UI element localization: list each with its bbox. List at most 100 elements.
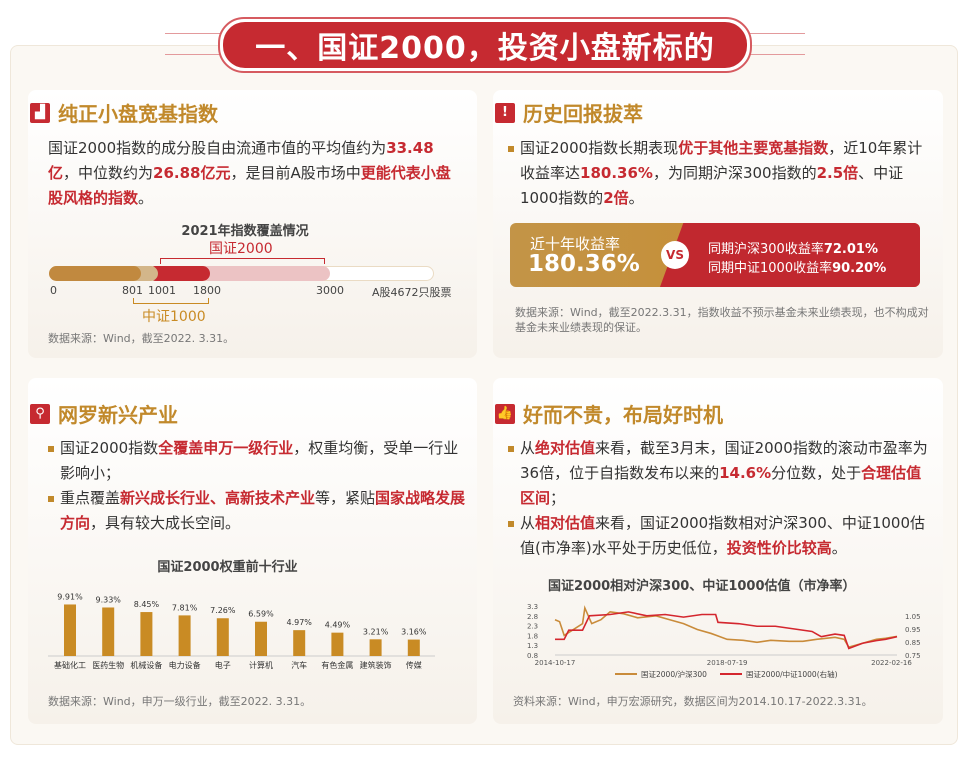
panel-small-cap (28, 90, 477, 358)
x-tick: 2018-07-19 (707, 659, 748, 667)
bar (216, 618, 229, 656)
tick: 3000 (316, 284, 344, 297)
category-label: 建筑装饰 (360, 660, 392, 670)
p1-text: 国证2000指数的成分股自由流通市值的平均值约为33.48亿，中位数约为26.8… (48, 136, 463, 211)
category-label: 电子 (215, 660, 231, 670)
bar (64, 604, 76, 656)
bullet-text: 国证2000指数全覆盖申万一级行业，权重均衡，受单一行业影响小； (48, 436, 468, 486)
y-left-tick: 0.8 (527, 652, 538, 660)
search-icon: ⚲ (30, 403, 50, 424)
text-run: 重点覆盖 (60, 489, 121, 507)
coverage-segment-0-801 (49, 266, 141, 281)
category-label: 传媒 (406, 660, 422, 670)
y-left-tick: 2.3 (527, 623, 538, 631)
zz1000-value: 90.20% (832, 261, 887, 276)
thumbs-up-icon: 👍 (495, 403, 515, 424)
heading-text: 好而不贵，布局好时机 (523, 403, 723, 427)
text-run: ； (550, 489, 566, 507)
coverage-segment-1800-3000 (200, 266, 330, 281)
highlight-text: 绝对估值 (535, 439, 596, 457)
panel-heading: ⚲ 网罗新兴产业 (30, 399, 178, 428)
y-left-tick: 1.3 (527, 642, 538, 650)
source-note: 数据来源：Wind，截至2022.3.31，指数收益不预示基金未来业绩表现，也不… (515, 306, 929, 334)
highlight-text: 14.6% (719, 464, 772, 482)
label-1000: 中证1000 (142, 309, 206, 325)
hs300-value: 72.01% (823, 242, 878, 257)
bullet-text: 从相对估值来看，国证2000指数相对沪深300、中证1000估值(市净率)水平处… (508, 511, 928, 561)
banner-title: 一、国证2000，投资小盘新标的 (223, 22, 747, 68)
bar (178, 615, 191, 656)
y-left-tick: 2.8 (527, 613, 538, 621)
y-right-tick: 1.05 (905, 613, 921, 621)
text-run: 从 (520, 514, 536, 532)
legend-label: 国证2000/中证1000(右轴) (746, 669, 838, 679)
bar (331, 632, 344, 656)
highlight-text: 国家战略发展方向 (60, 489, 466, 532)
category-label: 电力设备 (169, 660, 201, 670)
bar (369, 639, 382, 656)
bar-value-label: 4.49% (325, 621, 351, 630)
panel-heading: ! 历史回报拔萃 (495, 98, 643, 127)
valuation-line-chart: 0.8 1.3 1.82.3 2.8 3.3 0.75 0.85 0.95 1.05 2014-1… (527, 603, 921, 679)
zz1000-label: 同期中证1000收益率 (708, 261, 833, 276)
source-note: 数据来源：Wind，申万一级行业，截至2022. 3.31。 (48, 695, 312, 708)
tick: 0 (50, 284, 57, 297)
coverage-title: 2021年指数覆盖情况 (181, 224, 309, 239)
coverage-segment-1001-1800 (148, 266, 210, 281)
bar (293, 630, 306, 656)
source-note: 数据来源：Wind，截至2022. 3.31。 (48, 332, 235, 345)
hs300-label: 同期沪深300收益率 (708, 242, 824, 257)
category-label: 有色金属 (321, 660, 353, 670)
banner-deco-right (735, 33, 805, 55)
text-run: 从 (520, 439, 536, 457)
p2-bullet: 国证2000指数长期表现优于其他主要宽基指数，近10年累计收益率达180.36%… (508, 136, 928, 211)
text-run: 、中证1000指数的 (520, 164, 904, 207)
bullet-text: 重点覆盖新兴成长行业、高新技术产业等，紧贴国家战略发展方向，具有较大成长空间。 (48, 486, 468, 536)
highlight-text: 相对估值 (535, 514, 596, 532)
bar (255, 621, 267, 656)
bracket-1000 (133, 298, 209, 304)
y-left-tick: 3.3 (527, 603, 538, 611)
line-chart-title: 国证2000相对沪深300、中证1000估值（市净率） (548, 579, 856, 594)
bar-value-label: 7.26% (210, 606, 236, 615)
panel-heading: ▟ 纯正小盘宽基指数 (30, 98, 218, 127)
category-label: 计算机 (249, 660, 273, 670)
text-run: 来看，国证2000指数相对沪深300、中证1000估值(市净率)水平处于历史低位… (520, 514, 926, 557)
panel-heading: 👍 好而不贵，布局好时机 (495, 399, 723, 428)
bar-chart-icon: ▟ (30, 102, 50, 123)
text-run: 等，紧贴 (315, 489, 376, 507)
heading-text: 历史回报拔萃 (523, 102, 643, 126)
text-run: 分位数，处于 (771, 464, 862, 482)
text-run: ，具有较大成长空间。 (90, 514, 241, 532)
category-label: 医药生物 (92, 660, 124, 670)
bullet-text: 从绝对估值来看，截至3月末，国证2000指数的滚动市盈率为36倍，位于自指数发布… (508, 436, 928, 511)
tick: 801 (122, 284, 143, 297)
bar-value-label: 4.97% (286, 618, 312, 627)
text-run: 来看，截至3月末，国证2000指数的滚动市盈率为36倍，位于自指数发布以来的 (520, 439, 928, 482)
return-value: 180.36% (528, 251, 640, 277)
text-run: 。 (138, 189, 154, 207)
p4-bullets: 从绝对估值来看，截至3月末，国证2000指数的滚动市盈率为36倍，位于自指数发布… (508, 436, 928, 561)
highlight-text: 优于其他主要宽基指数 (678, 139, 829, 157)
heading-text: 纯正小盘宽基指数 (58, 102, 218, 126)
category-label: 汽车 (291, 660, 307, 670)
text-run: 。 (831, 539, 847, 557)
highlight-text: 投资性价比较高 (726, 539, 832, 557)
label-2000: 国证2000 (209, 241, 273, 257)
bracket-2000 (160, 258, 325, 264)
text-run: ，近10年累计收益率达 (520, 139, 923, 182)
bar-value-label: 6.59% (248, 610, 274, 619)
highlight-text: 新兴成长行业、高新技术产业 (120, 489, 316, 507)
section-banner: 一、国证2000，投资小盘新标的 (218, 17, 752, 73)
bar-value-label: 8.45% (134, 600, 160, 609)
highlight-text: 33.48亿 (48, 139, 434, 182)
text-run: ，为同期沪深300指数的 (652, 164, 817, 182)
text-run: 国证2000指数 (60, 439, 159, 457)
highlight-text: 2.5倍 (816, 164, 859, 182)
bar-value-label: 3.16% (401, 628, 427, 637)
text-run: ，权重均衡，受单一行业影响小； (60, 439, 459, 482)
y-left-tick: 1.8 (527, 632, 538, 640)
category-label: 机械设备 (130, 660, 162, 670)
highlight-text: 合理估值区间 (520, 464, 922, 507)
highlight-text: 180.36% (580, 164, 653, 182)
